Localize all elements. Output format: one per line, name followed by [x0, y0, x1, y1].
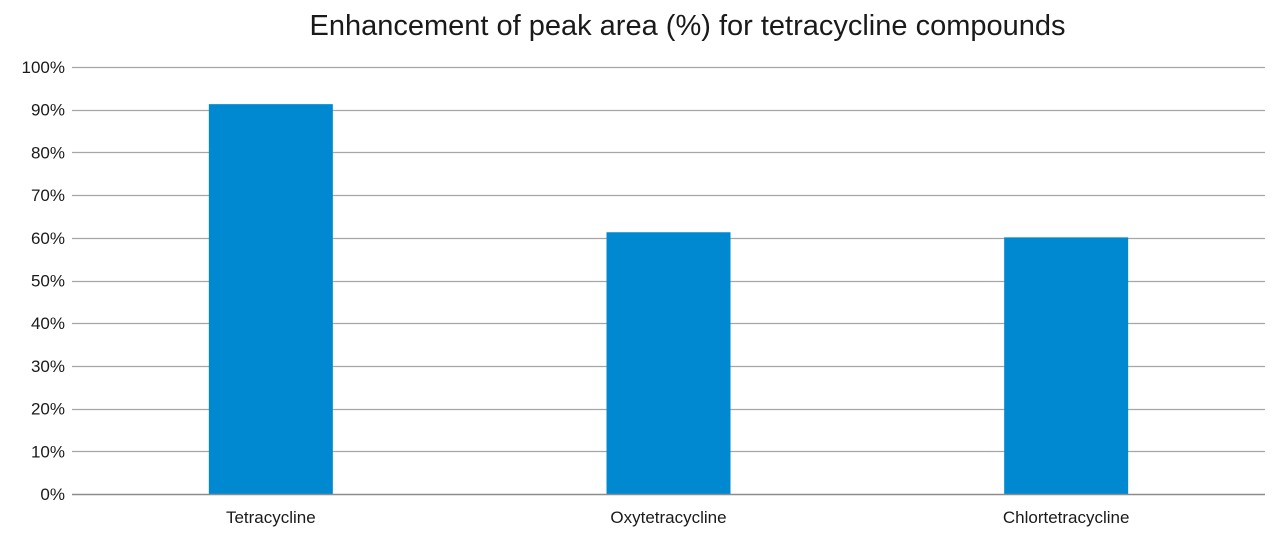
- y-tick-label: 90%: [31, 101, 65, 120]
- y-tick-label: 80%: [31, 143, 65, 162]
- x-tick-label: Chlortetracycline: [1003, 508, 1130, 527]
- y-tick-label: 30%: [31, 357, 65, 376]
- y-tick-label: 50%: [31, 272, 65, 291]
- y-tick-label: 10%: [31, 442, 65, 461]
- y-tick-label: 60%: [31, 229, 65, 248]
- bar-oxytetracycline: [606, 232, 731, 494]
- y-tick-label: 40%: [31, 314, 65, 333]
- x-tick-labels: Tetracycline Oxytetracycline Chlortetracyc…: [226, 508, 1130, 527]
- y-tick-label: 100%: [22, 58, 65, 77]
- y-tick-labels: 0% 10% 20% 30% 40% 50% 60% 70% 80% 90% 100%: [22, 58, 65, 504]
- x-tick-label: Tetracycline: [226, 508, 316, 527]
- y-tick-label: 0%: [40, 485, 65, 504]
- y-tick-label: 20%: [31, 400, 65, 419]
- bars: [208, 104, 1129, 495]
- x-tick-label: Oxytetracycline: [610, 508, 726, 527]
- y-tick-label: 70%: [31, 186, 65, 205]
- bar-chlortetracycline: [1004, 237, 1129, 495]
- chart-title: Enhancement of peak area (%) for tetracy…: [309, 10, 1066, 42]
- bar-tetracycline: [208, 104, 333, 495]
